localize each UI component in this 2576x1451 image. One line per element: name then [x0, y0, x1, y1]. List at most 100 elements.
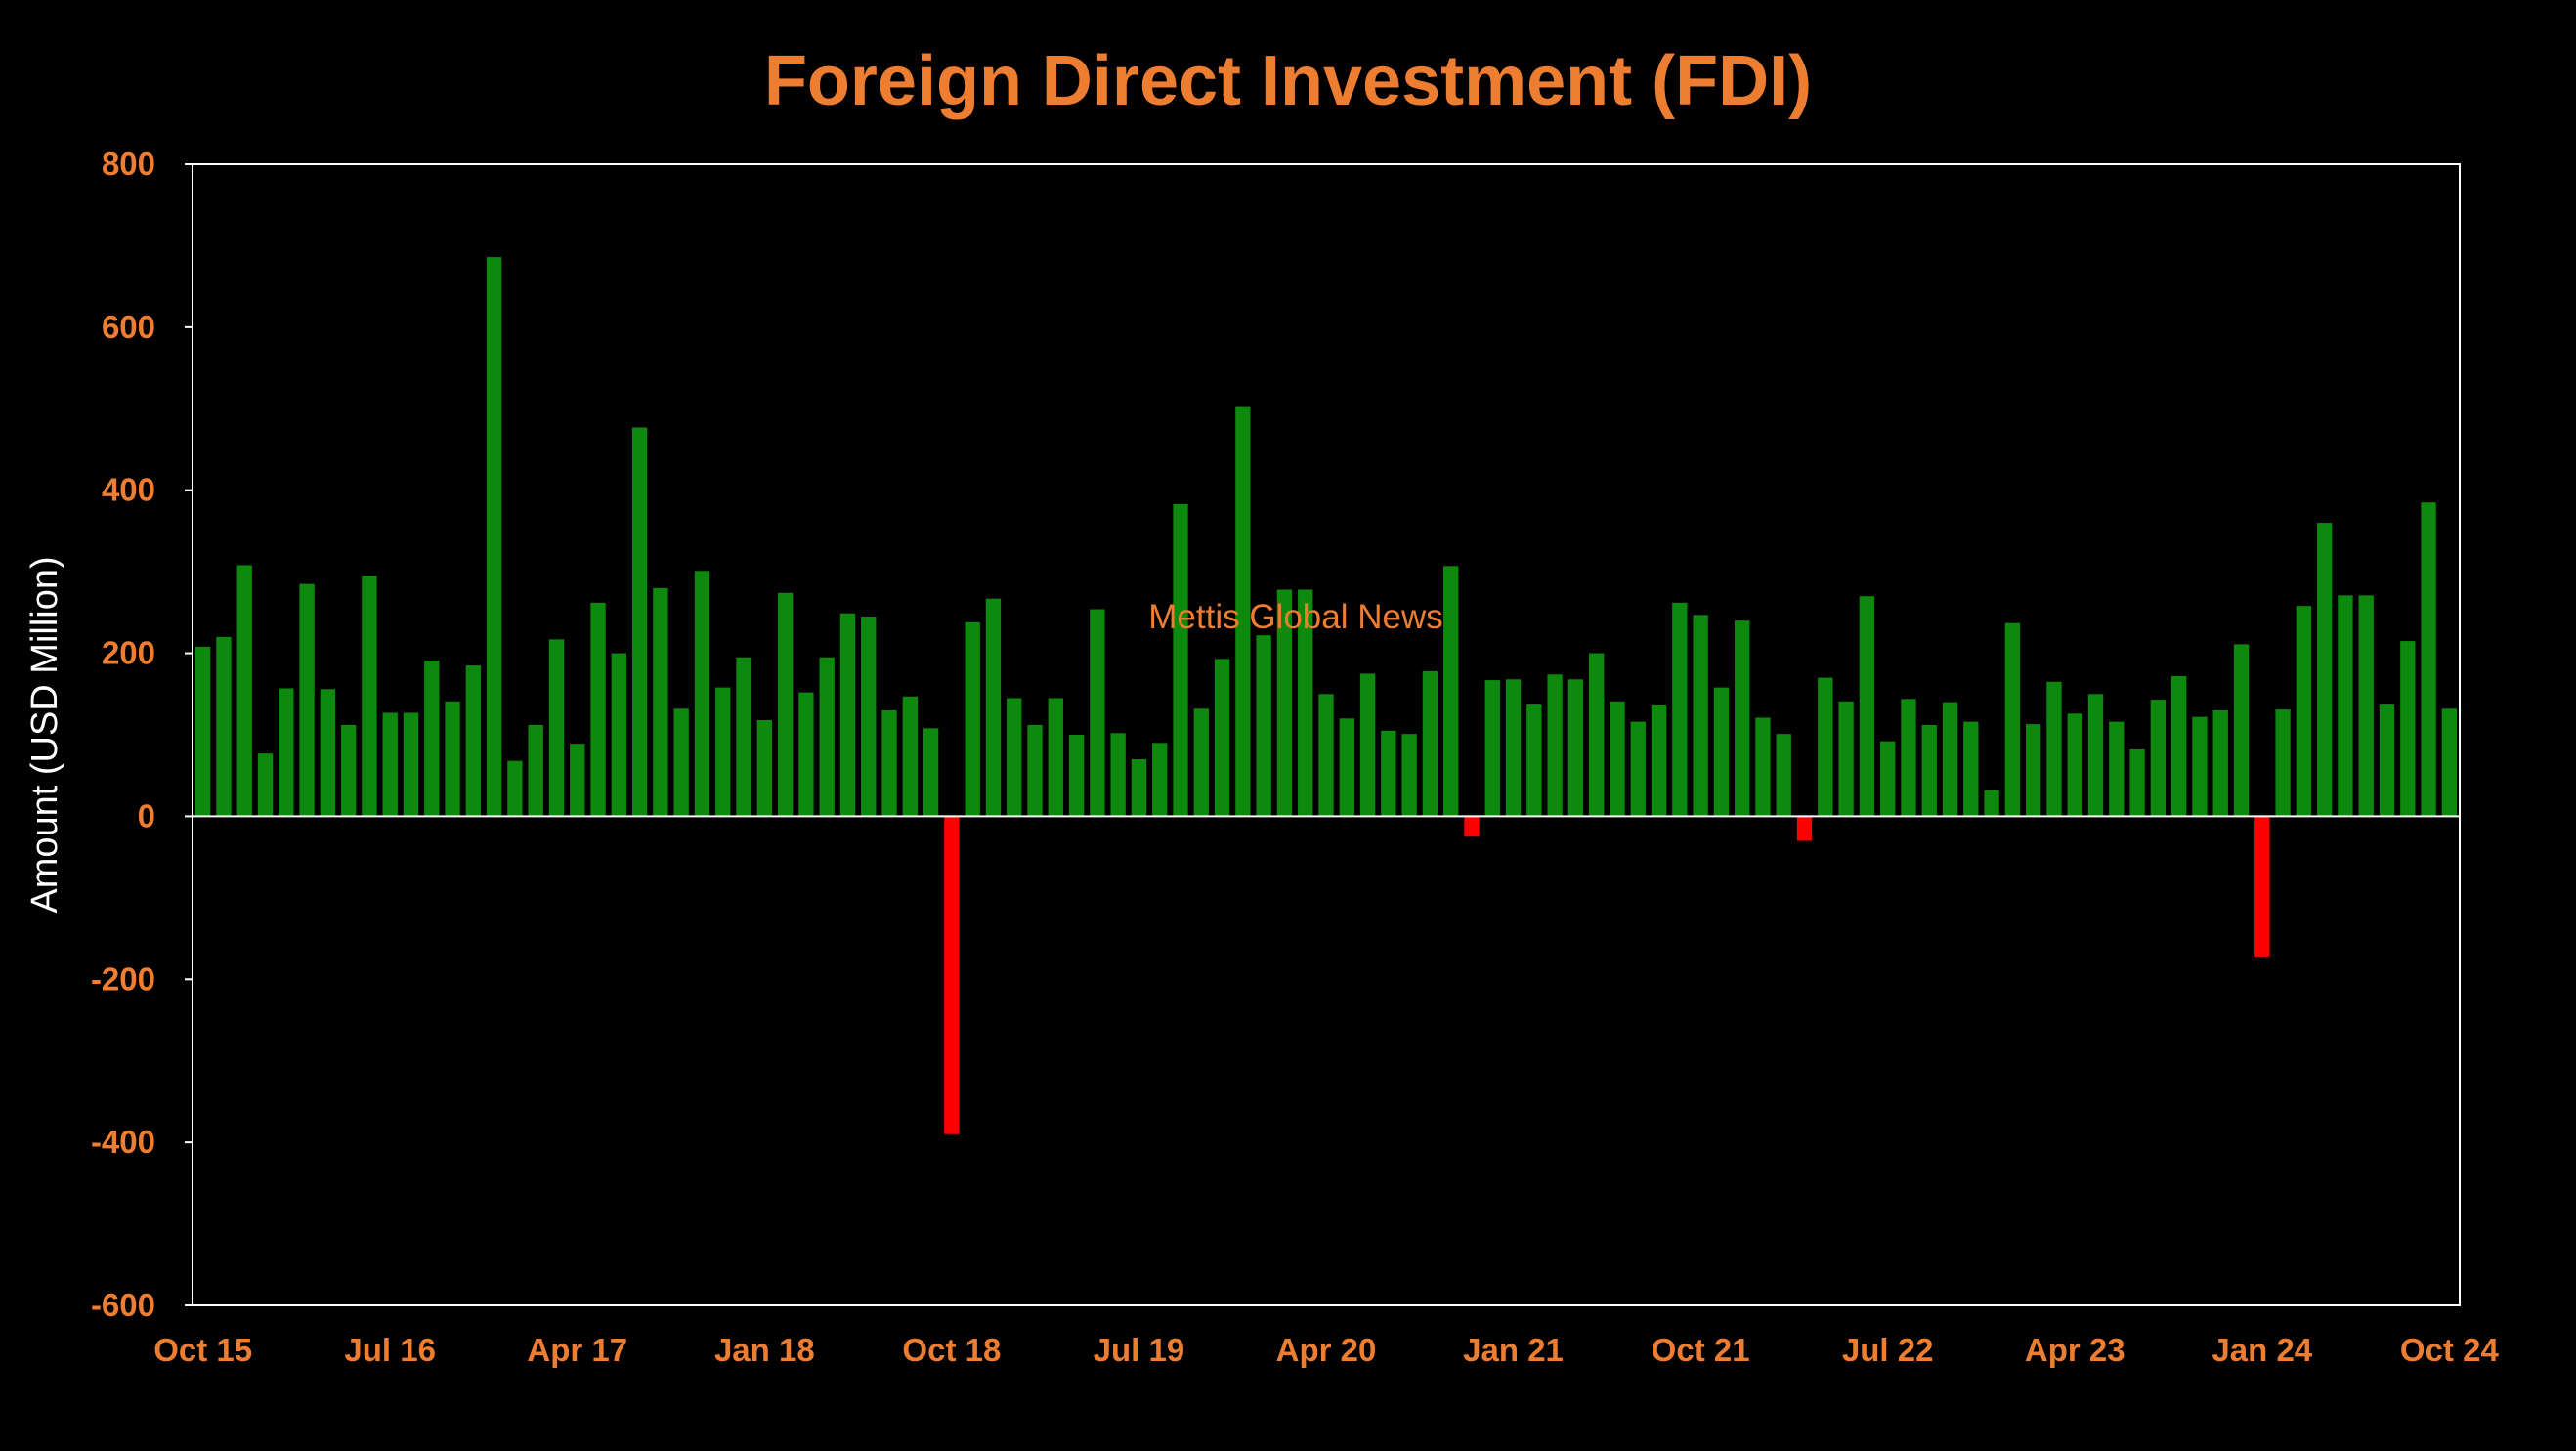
- bar-jun-20: [1359, 673, 1376, 817]
- y-tick-label: 800: [102, 146, 155, 182]
- x-tick-label: Jan 21: [1463, 1332, 1564, 1368]
- watermark-text: Mettis Global News: [1148, 598, 1442, 636]
- x-tick-label: Apr 20: [1276, 1332, 1377, 1368]
- bar-nov-23: [2212, 709, 2228, 817]
- x-tick-label: Jan 24: [2211, 1332, 2312, 1368]
- bar-mar-23: [2046, 681, 2062, 817]
- bar-apr-21: [1567, 679, 1584, 817]
- bar-may-21: [1589, 653, 1605, 817]
- bar-jun-16: [362, 576, 377, 817]
- bar-aug-24: [2400, 641, 2416, 817]
- bar-jul-16: [382, 712, 398, 817]
- bar-apr-18: [819, 657, 835, 817]
- bar-feb-18: [777, 592, 794, 817]
- bar-may-23: [2087, 694, 2104, 817]
- bar-mar-21: [1547, 674, 1563, 817]
- y-tick-label: 200: [102, 635, 155, 671]
- bar-aug-22: [1901, 699, 1916, 817]
- bar-jan-20: [1256, 635, 1271, 817]
- x-tick-label: Jan 18: [714, 1332, 815, 1368]
- plot-frame: [192, 163, 2461, 1306]
- bar-oct-16: [445, 701, 460, 817]
- bar-dec-17: [736, 657, 751, 817]
- bar-sep-20: [1422, 670, 1438, 817]
- bar-oct-24: [2441, 708, 2458, 817]
- x-tick-label: Jul 16: [344, 1332, 436, 1368]
- bar-feb-16: [279, 688, 294, 817]
- bar-mar-17: [548, 639, 565, 817]
- bar-jun-23: [2109, 721, 2125, 817]
- bar-feb-20: [1276, 589, 1293, 817]
- bar-dec-20: [1484, 680, 1500, 817]
- bars-layer: [194, 257, 2458, 1134]
- y-tick-label: 0: [138, 797, 155, 833]
- y-axis-title: Amount (USD Million): [24, 556, 65, 913]
- bar-aug-17: [653, 587, 668, 817]
- bar-sep-23: [2171, 675, 2187, 817]
- bar-may-24: [2338, 595, 2353, 817]
- bar-feb-24: [2275, 709, 2291, 817]
- bar-apr-16: [320, 689, 336, 817]
- bar-oct-23: [2192, 716, 2208, 817]
- bar-apr-22: [1818, 677, 1833, 817]
- bar-nov-20: [1464, 816, 1480, 837]
- bar-jan-24: [2254, 816, 2270, 957]
- bar-may-19: [1090, 609, 1105, 817]
- bar-jan-19: [1007, 698, 1022, 817]
- bar-may-20: [1339, 718, 1354, 817]
- bar-oct-18: [944, 816, 960, 1134]
- bar-mar-22: [1796, 816, 1813, 841]
- x-tick-label: Apr 23: [2025, 1332, 2125, 1368]
- x-tick-label: Oct 21: [1652, 1332, 1750, 1368]
- x-tick-label: Apr 17: [527, 1332, 627, 1368]
- bar-dec-19: [1235, 406, 1251, 817]
- bar-jul-24: [2379, 704, 2395, 817]
- bar-may-22: [1838, 701, 1854, 817]
- x-axis-ticks: Oct 15 Jul 16 Apr 17 Jan 18 Oct 18 Jul 19 Apr …: [153, 1332, 2499, 1368]
- y-tick-label: -200: [91, 960, 155, 997]
- bar-sep-19: [1173, 503, 1188, 817]
- y-tick-label: 400: [102, 472, 155, 508]
- bar-jul-17: [631, 427, 648, 817]
- bar-apr-20: [1318, 694, 1334, 817]
- bar-oct-20: [1443, 566, 1459, 817]
- bar-jun-19: [1110, 733, 1126, 817]
- bar-nov-21: [1713, 687, 1730, 817]
- bar-jul-20: [1381, 730, 1396, 817]
- bar-nov-17: [715, 687, 731, 817]
- bar-dec-18: [985, 598, 1002, 817]
- bar-mar-16: [299, 583, 315, 817]
- bar-may-18: [839, 613, 856, 817]
- bar-may-16: [340, 724, 357, 817]
- x-tick-label: Jul 19: [1094, 1332, 1185, 1368]
- x-tick-label: Jul 22: [1842, 1332, 1934, 1368]
- x-tick-label: Oct 18: [902, 1332, 1001, 1368]
- bar-mar-19: [1048, 698, 1063, 817]
- bar-nov-18: [965, 621, 980, 817]
- bar-may-17: [590, 602, 606, 817]
- bar-jul-19: [1131, 759, 1147, 817]
- bar-jan-22: [1755, 717, 1771, 817]
- bar-oct-19: [1193, 708, 1209, 817]
- bar-dec-21: [1735, 620, 1750, 817]
- bar-sep-17: [673, 708, 689, 817]
- bar-sep-21: [1672, 602, 1688, 817]
- bar-jul-22: [1880, 741, 1896, 817]
- x-tick-label: Oct 15: [153, 1332, 252, 1368]
- bar-dec-23: [2233, 644, 2250, 817]
- bar-dec-22: [1984, 790, 1999, 817]
- bar-jan-23: [2004, 622, 2021, 817]
- bar-oct-21: [1693, 615, 1708, 817]
- y-tick-label: -600: [91, 1287, 155, 1323]
- bar-aug-23: [2150, 700, 2167, 817]
- bar-jul-18: [881, 709, 897, 817]
- bar-jan-21: [1505, 679, 1522, 817]
- bar-jun-21: [1610, 701, 1625, 817]
- bar-feb-22: [1776, 734, 1791, 817]
- bar-feb-23: [2026, 724, 2041, 817]
- bar-mar-18: [798, 692, 814, 817]
- bar-nov-19: [1214, 659, 1230, 817]
- chart-title: Foreign Direct Investment (FDI): [763, 42, 1813, 120]
- bar-jul-23: [2129, 749, 2145, 817]
